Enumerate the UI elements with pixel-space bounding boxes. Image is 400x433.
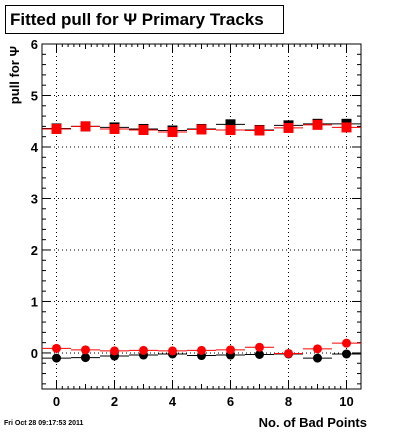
circle-marker — [81, 353, 90, 363]
x-axis-label: No. of Bad Points — [259, 415, 367, 430]
square-marker — [138, 124, 149, 135]
y-tick-label: 4 — [31, 140, 39, 155]
x-tick-label: 2 — [111, 394, 118, 409]
x-tick-label: 0 — [53, 394, 60, 409]
square-marker — [80, 121, 91, 132]
circle-marker — [255, 342, 264, 352]
plot-border — [41, 43, 362, 390]
square-marker — [283, 122, 294, 133]
circle-marker — [342, 338, 351, 348]
x-tick-label: 10 — [339, 394, 353, 409]
circle-marker — [139, 345, 148, 355]
circle-marker — [81, 345, 90, 355]
y-axis-label: pull for Ψ — [7, 46, 22, 104]
circle-marker — [284, 348, 293, 358]
circle-marker — [255, 350, 264, 359]
grid-lines — [42, 43, 361, 389]
y-tick-label: 1 — [31, 294, 38, 309]
square-marker — [51, 123, 62, 134]
square-marker — [109, 123, 120, 134]
square-marker — [312, 119, 323, 130]
tick-labels: 0 2 4 6 8 10 0 1 2 3 4 5 6 — [31, 37, 354, 409]
y-tick-label: 2 — [31, 243, 38, 258]
circle-marker — [52, 353, 61, 363]
square-marker — [254, 125, 265, 136]
y-tick-label: 5 — [31, 88, 38, 103]
circle-marker — [342, 349, 351, 359]
plot-frame — [41, 43, 362, 390]
circle-marker — [168, 346, 177, 356]
circle-marker — [52, 343, 61, 353]
square-marker — [167, 127, 178, 138]
x-tick-label: 6 — [227, 394, 234, 409]
y-tick-label: 3 — [31, 191, 38, 206]
x-tick-label: 8 — [285, 394, 292, 409]
square-marker — [225, 119, 236, 130]
square-marker — [225, 124, 236, 135]
data-markers — [42, 118, 361, 363]
square-marker — [196, 124, 207, 135]
circle-marker — [197, 345, 206, 355]
y-tick-label: 6 — [31, 37, 38, 52]
circle-marker — [313, 344, 322, 354]
axis-ticks — [42, 43, 361, 389]
circle-marker — [313, 353, 322, 363]
square-marker — [341, 122, 352, 133]
timestamp-label: Fri Oct 28 09:17:53 2011 — [4, 420, 84, 427]
circle-marker — [110, 346, 119, 356]
chart-title: Fitted pull for Ψ Primary Tracks — [5, 5, 284, 34]
circle-marker — [226, 345, 235, 355]
y-tick-label: 0 — [31, 346, 38, 361]
x-tick-label: 4 — [169, 394, 177, 409]
